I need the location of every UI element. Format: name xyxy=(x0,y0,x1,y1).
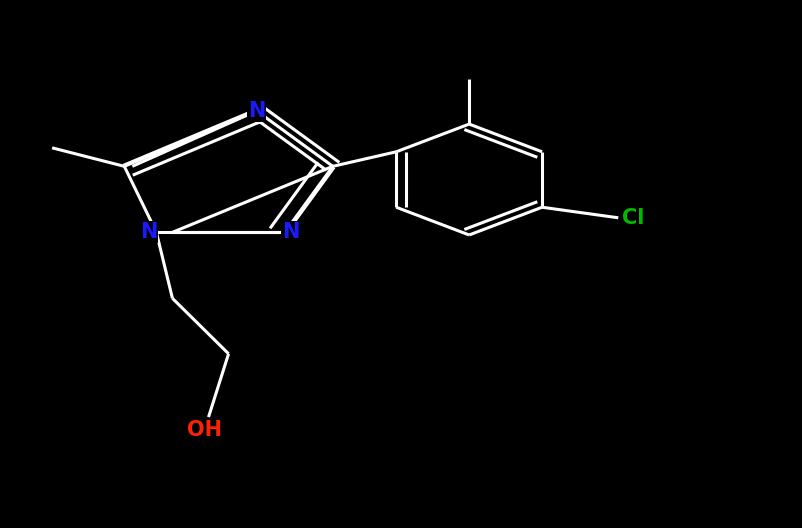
Text: OH: OH xyxy=(187,420,222,440)
Text: N: N xyxy=(248,101,265,121)
Text: N: N xyxy=(140,222,157,242)
Text: Cl: Cl xyxy=(622,208,644,228)
Text: N: N xyxy=(282,222,300,242)
